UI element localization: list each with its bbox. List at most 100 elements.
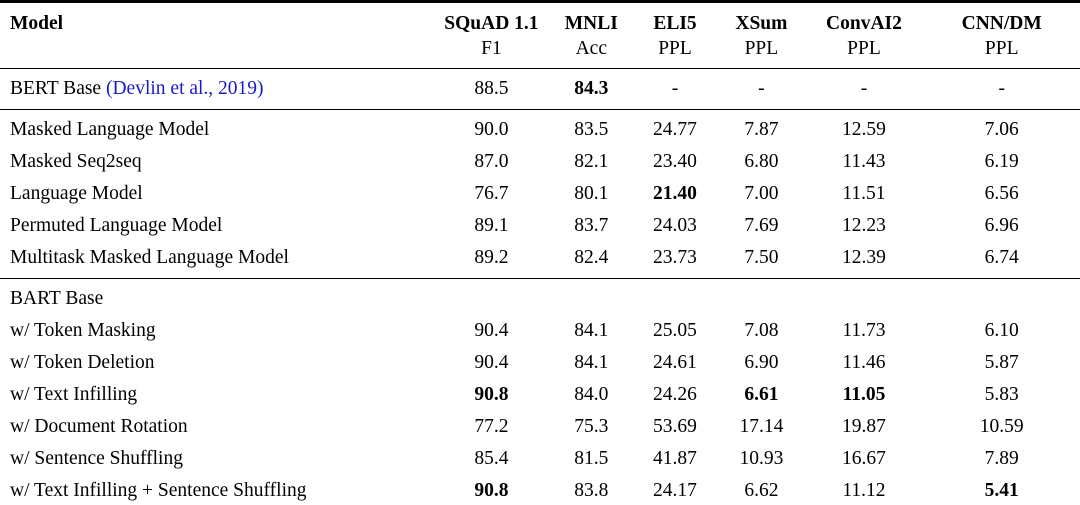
value-cell-mnli: 84.1 <box>574 320 609 341</box>
model-name-cell: Permuted Language Model <box>0 210 432 242</box>
value-cell-convai2: 16.67 <box>842 448 886 469</box>
column-sublabel: PPL <box>984 38 1019 59</box>
table-row: w/ Token Masking 90.4 84.1 25.05 7.08 11.73 6.… <box>0 315 1080 347</box>
value-cell-cnndm: 10.59 <box>979 416 1024 437</box>
value-cell-cnndm: 6.96 <box>984 215 1019 236</box>
value-cell-eli5: 25.05 <box>653 320 697 341</box>
value-cell-eli5: - <box>671 78 679 99</box>
value-cell-squad: 77.2 <box>474 416 509 437</box>
value-cell-cnndm: 6.19 <box>984 151 1019 172</box>
value-cell-eli5: 23.73 <box>653 247 697 268</box>
value-cell-convai2: 11.46 <box>842 352 886 373</box>
value-cell-xsum: 17.14 <box>739 416 784 437</box>
citation-link[interactable]: (Devlin et al., 2019) <box>105 78 264 99</box>
column-sublabel <box>10 36 428 61</box>
table-row: w/ Sentence Shuffling 85.4 81.5 41.87 10.93 1… <box>0 443 1080 475</box>
value-cell-xsum: 7.87 <box>718 109 805 146</box>
value-cell-convai2: 11.43 <box>842 151 886 172</box>
value-cell-cnndm: 6.74 <box>984 247 1019 268</box>
column-label: ConvAI2 <box>826 13 902 34</box>
value-cell-mnli: 84.0 <box>574 384 609 405</box>
value-cell-mnli: 83.8 <box>574 480 609 501</box>
model-name-cell: BERT Base (Devlin et al., 2019) <box>0 69 432 110</box>
value-cell-mnli <box>550 278 632 315</box>
column-header-xsum: XSum PPL <box>718 1 805 69</box>
table-row: w/ Text Infilling 90.8 84.0 24.26 6.61 11.05 5… <box>0 379 1080 411</box>
column-sublabel: PPL <box>744 38 779 59</box>
column-header-cnndm: CNN/DM PPL <box>923 1 1080 69</box>
value-cell-squad: 89.2 <box>474 247 509 268</box>
value-cell-cnndm <box>923 278 1080 315</box>
value-cell-eli5: 53.69 <box>653 416 697 437</box>
model-name-cell: Multitask Masked Language Model <box>0 242 432 279</box>
table-row: Multitask Masked Language Model 89.2 82.4 2… <box>0 242 1080 279</box>
value-cell-convai2 <box>804 278 924 315</box>
column-sublabel: Acc <box>575 38 607 59</box>
value-cell-eli5: 21.40 <box>653 183 697 204</box>
value-cell-mnli: 84.3 <box>574 78 609 99</box>
value-cell-cnndm: 7.89 <box>984 448 1019 469</box>
value-cell-eli5: 24.77 <box>631 109 719 146</box>
column-header-convai2: ConvAI2 PPL <box>804 1 924 69</box>
column-label: XSum <box>735 13 788 34</box>
value-cell-mnli: 80.1 <box>574 183 609 204</box>
value-cell-squad: 90.0 <box>432 109 551 146</box>
value-cell-xsum: 7.50 <box>744 247 779 268</box>
value-cell-squad: 76.7 <box>474 183 509 204</box>
value-cell-squad: 90.4 <box>474 320 509 341</box>
table-header: Model SQuAD 1.1 F1 MNLI Acc ELI5 PPL XSum PPL Con… <box>0 1 1080 69</box>
header-row: Model SQuAD 1.1 F1 MNLI Acc ELI5 PPL XSum PPL Con… <box>0 1 1080 69</box>
table-row: w/ Token Deletion 90.4 84.1 24.61 6.90 11.46 5… <box>0 347 1080 379</box>
model-name-cell: w/ Text Infilling <box>0 379 432 411</box>
model-name-cell: Language Model <box>0 178 432 210</box>
value-cell-eli5: 23.40 <box>653 151 697 172</box>
value-cell-xsum: 10.93 <box>739 448 784 469</box>
model-name-cell: Masked Language Model <box>0 109 432 146</box>
value-cell-cnndm: 5.41 <box>984 480 1019 501</box>
model-name: BART Base <box>10 288 104 309</box>
value-cell-squad: 88.5 <box>474 78 509 99</box>
value-cell-squad: 87.0 <box>474 151 509 172</box>
value-cell-eli5: 41.87 <box>653 448 697 469</box>
value-cell-convai2: 12.59 <box>804 109 924 146</box>
value-cell-convai2: 12.39 <box>842 247 886 268</box>
value-cell-mnli: 83.7 <box>574 215 609 236</box>
value-cell-xsum <box>718 278 805 315</box>
column-label: ELI5 <box>653 13 697 34</box>
value-cell-mnli: 82.4 <box>574 247 609 268</box>
value-cell-convai2: 11.12 <box>842 480 886 501</box>
value-cell-cnndm: 6.56 <box>984 183 1019 204</box>
value-cell-cnndm: 6.10 <box>984 320 1019 341</box>
column-header-model: Model <box>0 1 432 69</box>
value-cell-eli5: 24.17 <box>653 480 697 501</box>
value-cell-xsum: 7.00 <box>744 183 779 204</box>
value-cell-cnndm: 5.83 <box>984 384 1019 405</box>
model-name: Multitask Masked Language Model <box>10 247 289 268</box>
value-cell-eli5: 24.61 <box>653 352 697 373</box>
value-cell-squad: 89.1 <box>474 215 509 236</box>
table-group-1: Masked Language Model 90.0 83.5 24.77 7.87 12… <box>0 109 1080 279</box>
column-header-eli5: ELI5 PPL <box>631 1 719 69</box>
model-name: Masked Seq2seq <box>10 151 142 172</box>
table-row: Language Model 76.7 80.1 21.40 7.00 11.51 6.56 <box>0 178 1080 210</box>
model-name: Permuted Language Model <box>10 215 223 236</box>
value-cell-convai2: 11.73 <box>842 320 886 341</box>
model-name: w/ Text Infilling + Sentence Shuffling <box>10 480 307 501</box>
model-name-cell: w/ Text Infilling + Sentence Shuffling <box>0 475 432 505</box>
value-cell-squad <box>432 278 551 315</box>
column-sublabel: F1 <box>481 38 502 59</box>
value-cell-convai2: 11.51 <box>842 183 886 204</box>
value-cell-eli5 <box>631 278 719 315</box>
value-cell-xsum: 6.61 <box>744 384 779 405</box>
model-name-cell: w/ Token Deletion <box>0 347 432 379</box>
model-name: Language Model <box>10 183 143 204</box>
value-cell-mnli: 82.1 <box>574 151 609 172</box>
value-cell-squad: 85.4 <box>474 448 509 469</box>
table-group-0: BERT Base (Devlin et al., 2019) 88.5 84.3 -… <box>0 69 1080 110</box>
value-cell-squad: 90.8 <box>474 480 509 501</box>
column-header-squad: SQuAD 1.1 F1 <box>432 1 551 69</box>
table-row: w/ Document Rotation 77.2 75.3 53.69 17.14 19… <box>0 411 1080 443</box>
table-row: BART Base <box>0 278 1080 315</box>
column-label: SQuAD 1.1 <box>444 13 539 34</box>
